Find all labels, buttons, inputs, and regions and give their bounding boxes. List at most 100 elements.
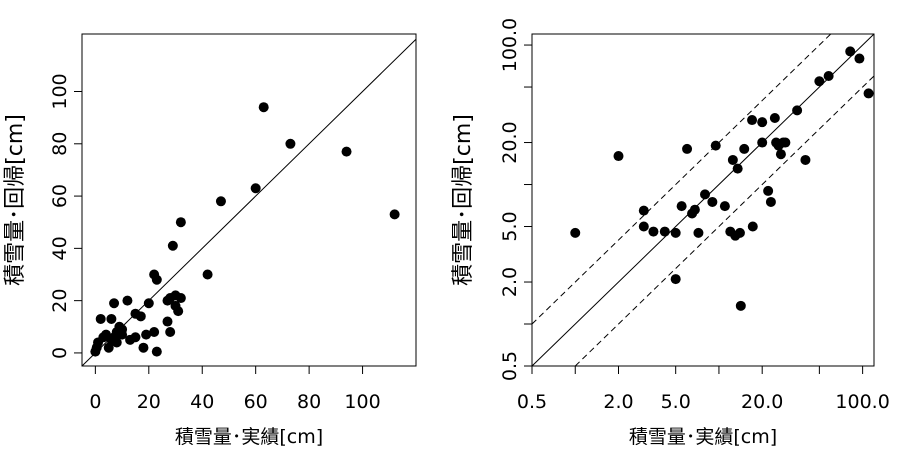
log-y-tick-label-5: 5.0	[499, 211, 521, 241]
linear-y-tick-label-100: 100	[49, 73, 71, 109]
linear-y-tick-label-60: 60	[49, 184, 71, 208]
log-data-point	[757, 117, 768, 128]
log-data-point	[863, 88, 874, 99]
log-y-tick-label-0p5: 0.5	[499, 351, 521, 381]
linear-y-tick-label-80: 80	[49, 132, 71, 156]
log-data-point	[757, 137, 768, 148]
linear-data-point	[175, 217, 186, 228]
linear-data-point	[117, 329, 128, 340]
linear-x-axis-title: 積雪量･実績[cm]	[175, 426, 323, 448]
linear-data-point	[106, 313, 117, 324]
log-x-tick-label-5: 5.0	[661, 391, 691, 413]
linear-y-tick-label-20: 20	[49, 289, 71, 313]
log-data-point	[707, 196, 718, 207]
log-lower-dashed-line	[574, 75, 875, 367]
linear-data-point	[285, 138, 296, 149]
log-data-point	[814, 76, 825, 87]
log-data-point	[739, 143, 750, 154]
linear-data-point	[95, 313, 106, 324]
log-data-point	[719, 201, 730, 212]
log-data-point	[747, 221, 758, 232]
log-data-point	[659, 226, 670, 237]
log-data-point	[734, 227, 745, 238]
linear-data-point	[202, 269, 213, 280]
linear-x-tick-label-100: 100	[344, 391, 380, 413]
log-data-point	[800, 154, 811, 165]
linear-data-points	[90, 102, 400, 357]
log-data-point	[845, 46, 856, 57]
log-y-tick-label-2: 2.0	[499, 267, 521, 297]
log-x-tick-label-20: 20.0	[741, 391, 783, 413]
linear-data-point	[111, 337, 122, 348]
linear-x-axis: 0 20 40 60 80 100	[89, 366, 381, 413]
linear-data-point	[215, 196, 226, 207]
log-data-point	[638, 221, 649, 232]
log-x-tick-label-100: 100.0	[835, 391, 889, 413]
linear-data-point	[135, 311, 146, 322]
linear-data-point	[389, 209, 400, 220]
log-data-point	[727, 154, 738, 165]
log-data-point	[670, 227, 681, 238]
linear-data-point	[141, 329, 152, 340]
linear-y-tick-label-40: 40	[49, 236, 71, 260]
log-data-point	[780, 137, 791, 148]
linear-data-point	[341, 146, 352, 157]
log-data-point	[732, 163, 743, 174]
linear-data-point	[103, 342, 114, 353]
log-data-point	[693, 227, 704, 238]
linear-data-point	[258, 102, 269, 113]
linear-y-tick-label-0: 0	[49, 347, 71, 359]
log-data-point	[710, 140, 721, 151]
log-plot-frame	[531, 33, 875, 367]
log-data-point	[763, 185, 774, 196]
log-data-point	[670, 274, 681, 285]
linear-y-axis: 0 20 40 60 80 100	[49, 73, 82, 359]
log-data-point	[676, 201, 687, 212]
log-upper-dashed-line	[531, 33, 832, 325]
linear-x-tick-label-0: 0	[89, 391, 101, 413]
linear-data-point	[250, 183, 261, 194]
log-y-axis: 0.5 2.0 5.0 20.0 100.0	[499, 18, 532, 381]
linear-data-point	[173, 306, 184, 317]
log-data-point	[792, 105, 803, 116]
linear-y-axis-title: 積雪量･回帰[cm]	[3, 114, 28, 286]
linear-x-tick-label-20: 20	[137, 391, 161, 413]
linear-data-point	[165, 327, 176, 338]
linear-x-tick-label-60: 60	[244, 391, 268, 413]
log-data-point	[689, 204, 700, 215]
log-data-point	[769, 112, 780, 123]
linear-data-point	[167, 240, 178, 251]
linear-data-point	[138, 342, 149, 353]
log-data-point	[823, 70, 834, 81]
linear-data-point	[151, 346, 162, 357]
log-data-point	[648, 226, 659, 237]
log-data-point	[638, 205, 649, 216]
linear-scatter-panel: 0 20 40 60 80 100 0 20 40 60 80 100 積雪量･実績[cm] 積雪量…	[3, 33, 417, 448]
log-scatter-panel: 0.5 2.0 5.0 20.0 100.0 0.5 2.0 5.0 20.0 100.0 積雪…	[451, 18, 890, 448]
log-identity-line	[531, 33, 875, 367]
log-data-point	[613, 151, 624, 162]
linear-data-point	[109, 298, 120, 309]
log-y-axis-title: 積雪量･回帰[cm]	[451, 114, 476, 286]
log-data-point	[765, 196, 776, 207]
log-x-axis-title: 積雪量･実績[cm]	[629, 426, 777, 448]
log-data-points	[570, 46, 874, 311]
log-data-point	[775, 149, 786, 160]
log-x-tick-label-2: 2.0	[603, 391, 633, 413]
linear-data-point	[151, 274, 162, 285]
log-y-tick-label-20: 20.0	[499, 121, 521, 163]
linear-data-point	[130, 332, 141, 343]
log-data-point	[682, 143, 693, 154]
linear-x-tick-label-40: 40	[190, 391, 214, 413]
log-data-point	[570, 227, 581, 238]
linear-data-point	[162, 316, 173, 327]
log-data-point	[854, 53, 865, 64]
log-x-tick-label-0p5: 0.5	[517, 391, 547, 413]
log-reference-lines-layer	[531, 33, 875, 367]
log-data-point	[747, 115, 758, 126]
log-data-point	[700, 189, 711, 200]
linear-x-tick-label-80: 80	[297, 391, 321, 413]
linear-data-point	[175, 293, 186, 304]
log-y-tick-label-100: 100.0	[499, 18, 521, 72]
